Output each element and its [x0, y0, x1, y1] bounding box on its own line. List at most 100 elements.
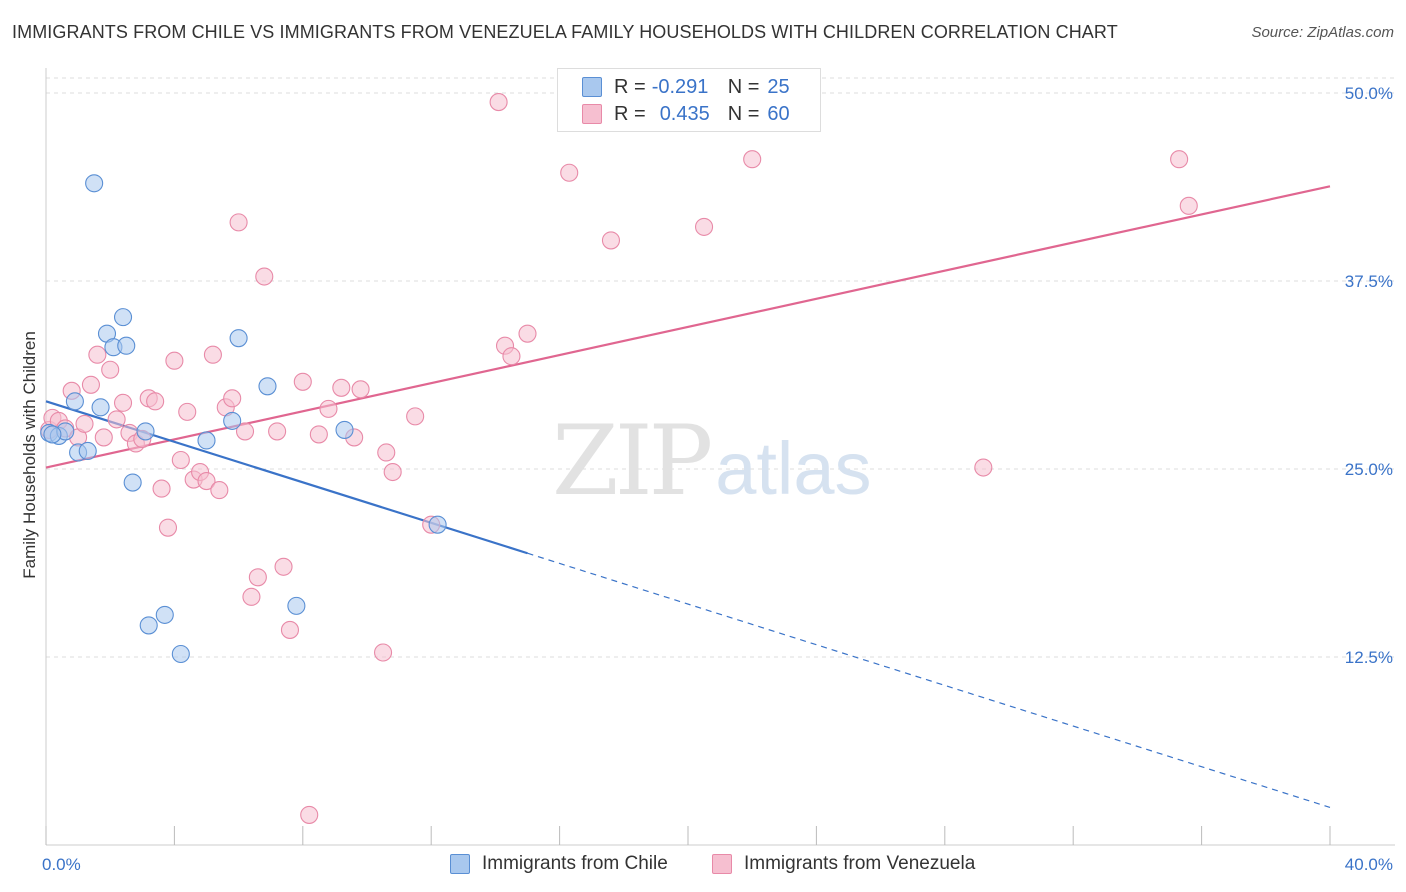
chile-point: [43, 425, 62, 444]
venezuela-point: [248, 568, 267, 587]
venezuela-point: [203, 345, 222, 364]
chile-point: [123, 473, 142, 492]
bottom-chile-label: Immigrants from Chile: [482, 853, 668, 874]
chile-r-value: -0.291: [651, 75, 709, 98]
venezuela-point: [152, 479, 171, 498]
chart-title: IMMIGRANTS FROM CHILE VS IMMIGRANTS FROM…: [12, 22, 1118, 42]
venezuela-point: [255, 267, 274, 286]
chile-point: [85, 174, 104, 193]
venezuela-trendline: [45, 185, 1331, 469]
venezuela-point: [406, 407, 425, 426]
venezuela-point: [293, 372, 312, 391]
bottom-legend-venezuela: Immigrants from Venezuela: [712, 852, 975, 876]
venezuela-point: [146, 392, 165, 411]
venezuela-point: [242, 587, 261, 606]
chile-point: [223, 411, 242, 430]
venezuela-point: [377, 443, 396, 462]
chile-trendline-extension: [527, 552, 1331, 808]
venezuela-swatch: [582, 104, 602, 124]
venezuela-point: [351, 380, 370, 399]
venezuela-point: [210, 481, 229, 500]
venezuela-point: [158, 518, 178, 537]
venezuela-point: [178, 402, 197, 421]
legend-row-venezuela: R = 0.435 N = 60: [582, 102, 790, 126]
venezuela-point: [280, 620, 300, 639]
chile-point: [171, 644, 190, 664]
axes: [45, 68, 1395, 846]
venezuela-point: [309, 425, 328, 444]
chile-point: [155, 605, 174, 624]
venezuela-point: [101, 360, 120, 379]
venezuela-n-label: N =: [727, 102, 760, 125]
venezuela-point: [94, 428, 113, 447]
venezuela-point: [743, 150, 762, 169]
venezuela-point: [1179, 196, 1198, 215]
chile-point: [117, 336, 136, 355]
venezuela-point: [489, 93, 508, 112]
y-axis-label: Family Households with Children: [20, 331, 39, 579]
x-tick-label-max: 40.0%: [1345, 855, 1393, 874]
chile-point: [197, 431, 216, 450]
venezuela-point: [1170, 150, 1189, 169]
chile-point: [229, 329, 248, 348]
y-tick-label: 25.0%: [1345, 460, 1393, 479]
venezuela-n-value: 60: [767, 102, 790, 125]
chile-point: [287, 596, 306, 615]
chile-point: [258, 377, 277, 396]
venezuela-r-label: R =: [614, 102, 646, 125]
legend-row-chile: R = -0.291 N = 25: [582, 75, 790, 99]
chile-r-label: R =: [614, 75, 646, 98]
chile-points: [40, 174, 447, 664]
chile-n-label: N =: [727, 75, 760, 98]
venezuela-point: [268, 422, 287, 441]
chile-swatch: [582, 77, 602, 97]
bottom-chile-swatch: [450, 854, 470, 874]
venezuela-points: [40, 93, 1198, 824]
bottom-legend-chile: Immigrants from Chile: [450, 852, 668, 876]
chile-point: [139, 616, 158, 635]
venezuela-point: [165, 351, 184, 370]
venezuela-point: [974, 458, 993, 477]
chile-point: [65, 392, 84, 411]
chile-point: [428, 515, 447, 534]
venezuela-point: [274, 557, 293, 576]
y-tick-label: 12.5%: [1345, 648, 1393, 667]
chile-point: [113, 308, 133, 327]
venezuela-point: [88, 345, 107, 364]
venezuela-point: [502, 347, 521, 366]
venezuela-point: [518, 324, 537, 343]
venezuela-point: [694, 217, 714, 236]
chile-point: [335, 420, 354, 439]
x-tick-label-min: 0.0%: [42, 855, 81, 874]
chile-point: [78, 441, 97, 461]
venezuela-point: [81, 375, 100, 394]
chile-point: [91, 398, 110, 417]
venezuela-point: [107, 410, 126, 429]
chile-n-value: 25: [767, 75, 790, 98]
venezuela-point: [197, 472, 216, 491]
grid-lines: [46, 77, 1395, 658]
bottom-venezuela-label: Immigrants from Venezuela: [744, 853, 976, 874]
venezuela-r-value: 0.435: [659, 102, 710, 125]
venezuela-point: [113, 393, 133, 412]
chile-point: [136, 422, 155, 441]
venezuela-point: [171, 450, 190, 470]
tick-labels: 12.5% 25.0% 37.5% 50.0% 0.0% 40.0%: [42, 84, 1393, 874]
y-tick-label: 50.0%: [1345, 84, 1393, 103]
venezuela-point: [75, 414, 94, 433]
venezuela-point: [560, 163, 579, 182]
venezuela-point: [383, 462, 402, 482]
y-tick-label: 37.5%: [1345, 272, 1393, 291]
venezuela-point: [229, 213, 248, 232]
venezuela-point: [601, 231, 621, 250]
trendlines: [45, 185, 1331, 808]
venezuela-point: [300, 805, 319, 824]
correlation-legend: R = -0.291 N = 25 R = 0.435 N = 60: [557, 68, 821, 132]
venezuela-point: [332, 378, 351, 397]
venezuela-point: [235, 422, 255, 441]
venezuela-point: [373, 643, 393, 662]
source-label: Source: ZipAtlas.com: [1251, 24, 1394, 41]
bottom-venezuela-swatch: [712, 854, 732, 874]
venezuela-point: [223, 389, 242, 408]
